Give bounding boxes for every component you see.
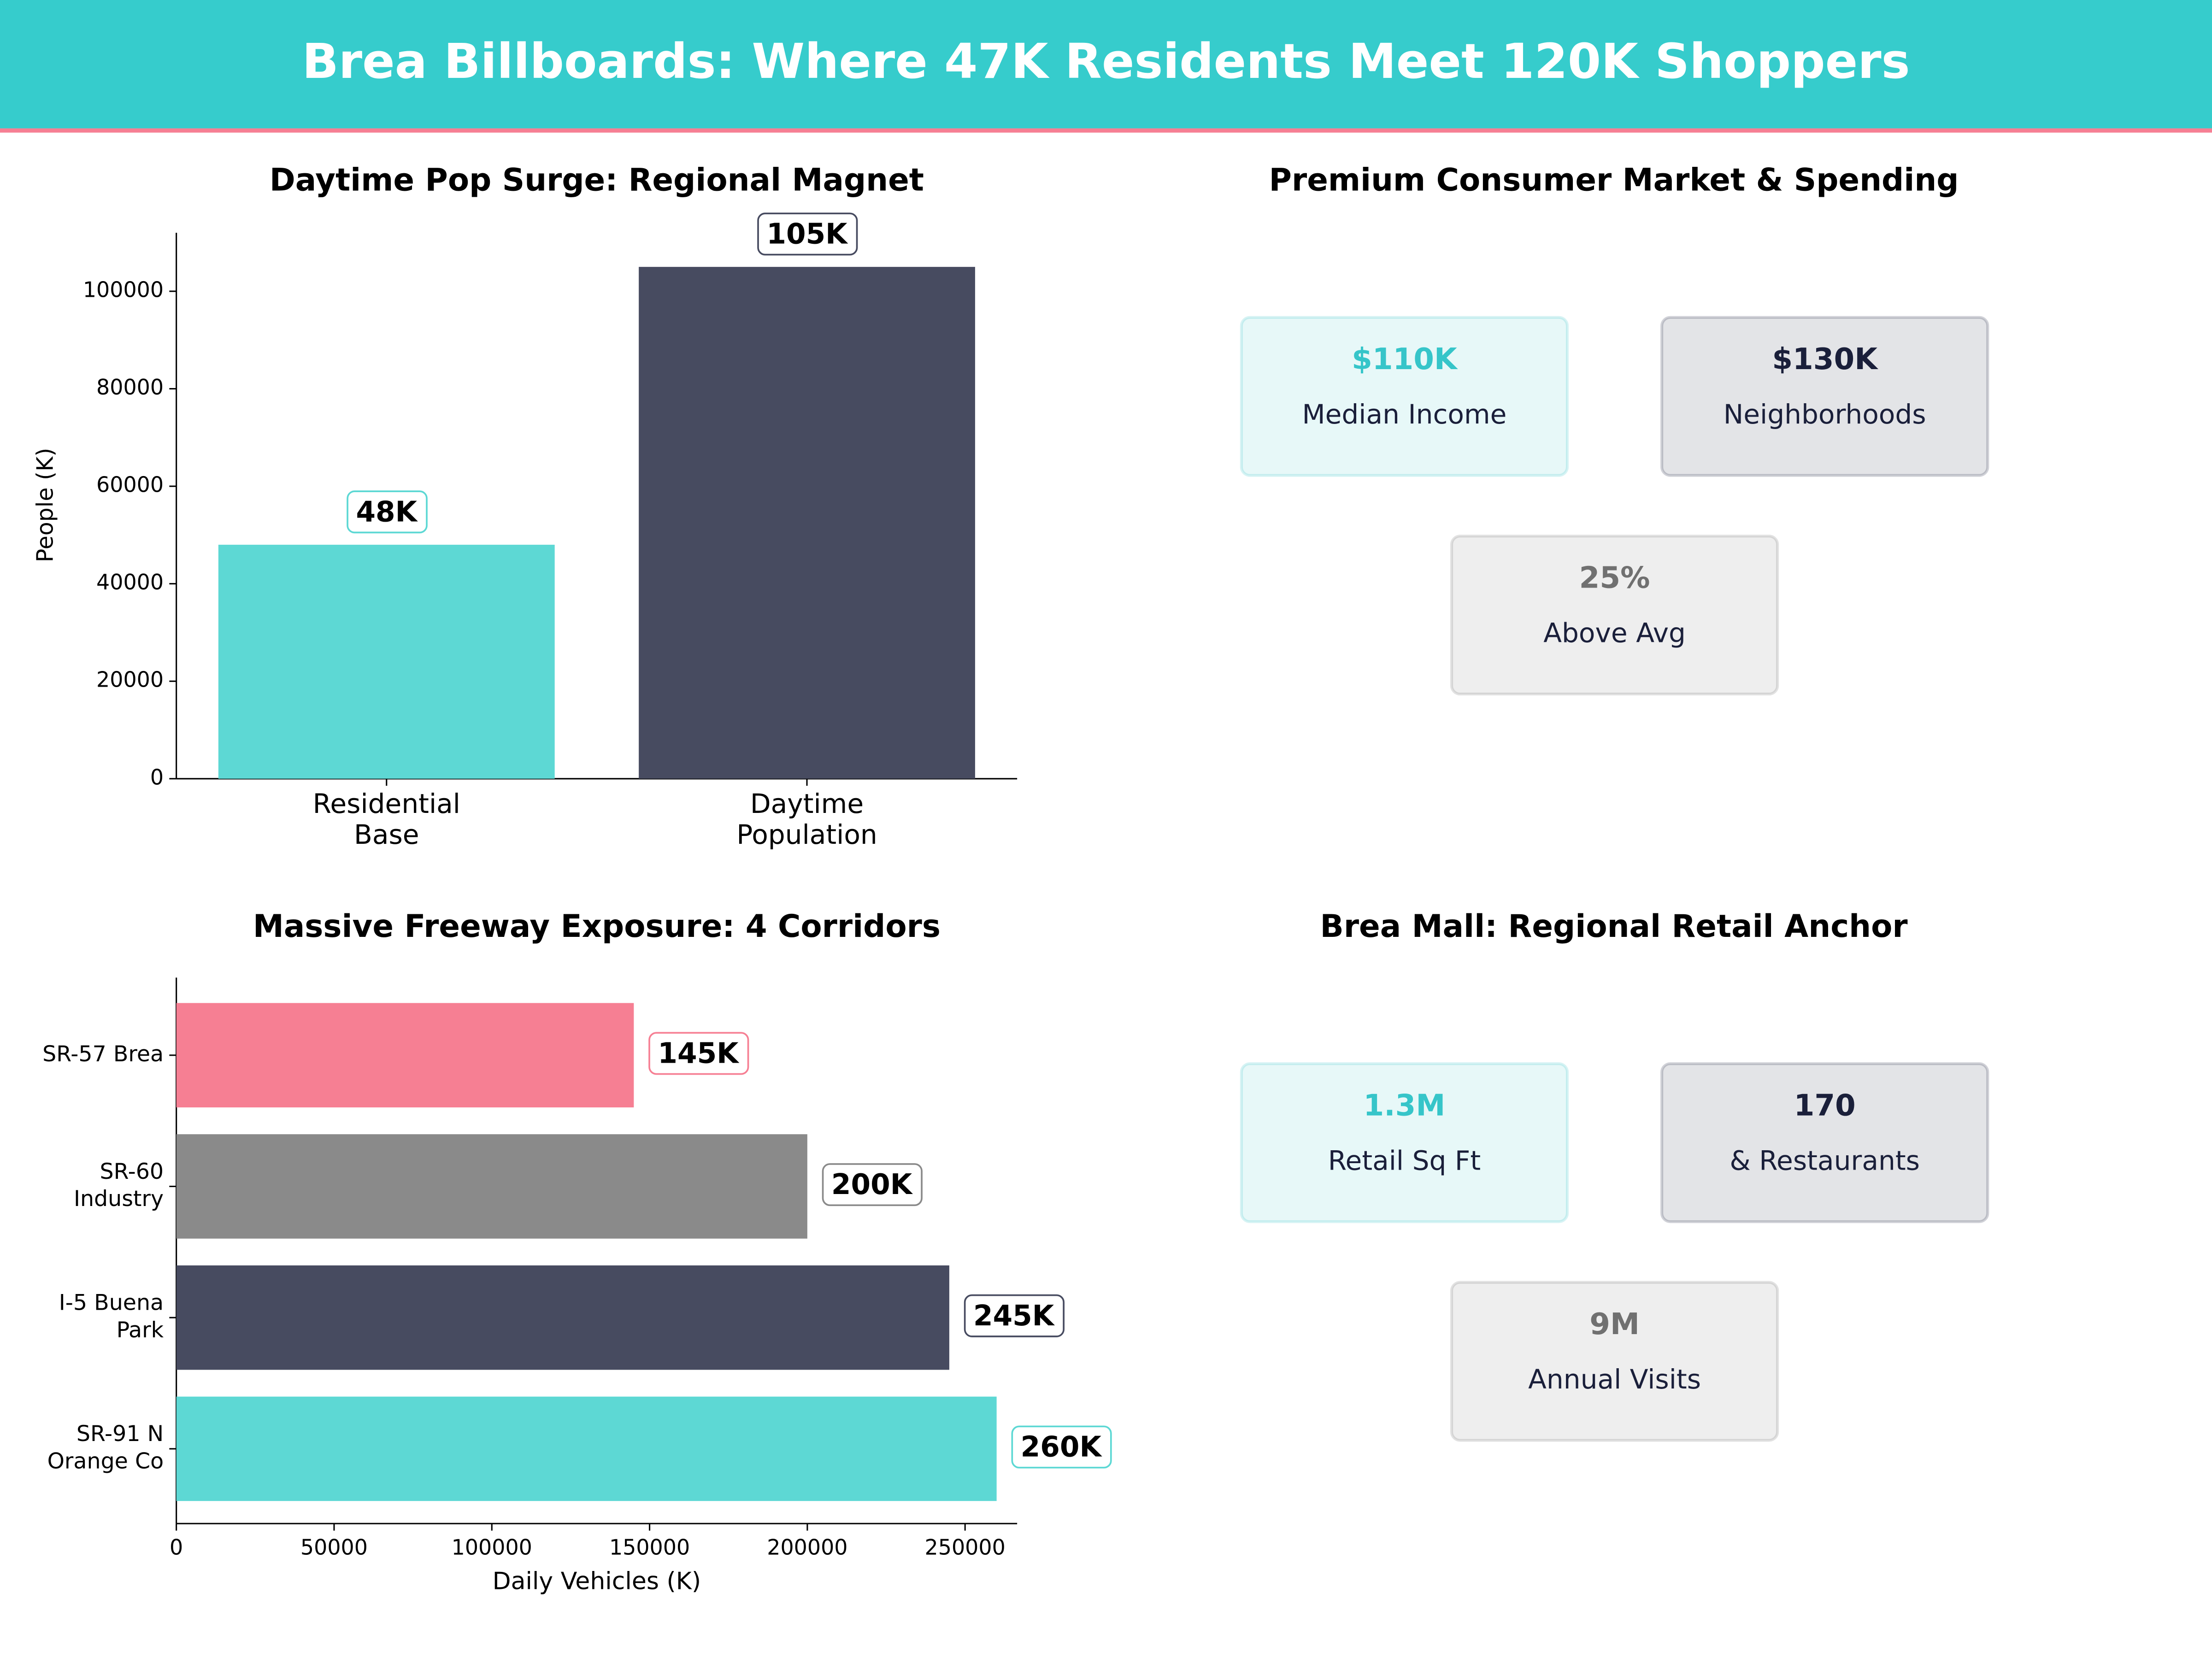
- value-label: 260K: [1021, 1430, 1103, 1463]
- kpi-label: Above Avg: [1543, 618, 1686, 649]
- y-tick-label: 60000: [96, 472, 164, 497]
- page-title: Brea Billboards: Where 47K Residents Mee…: [302, 33, 1910, 89]
- y-tick-label: SR-60 Industry: [74, 1159, 164, 1212]
- kpi-value: 25%: [1579, 561, 1650, 595]
- value-label: 105K: [766, 218, 848, 250]
- kpi-value: 9M: [1589, 1307, 1640, 1341]
- kpi-label: Neighborhoods: [1724, 399, 1926, 430]
- x-tick-label: 250000: [925, 1535, 1006, 1560]
- value-label-box: [1011, 1425, 1112, 1469]
- y-axis-label: People (K): [32, 448, 59, 563]
- value-label-box: [347, 490, 428, 534]
- y-tick-label: 100000: [83, 277, 164, 302]
- value-label-box: [822, 1163, 923, 1206]
- bar: [639, 267, 975, 779]
- bar: [176, 1134, 807, 1239]
- y-tick-label: SR-91 N Orange Co: [47, 1421, 164, 1474]
- y-tick-label: 80000: [96, 375, 164, 400]
- value-label: 200K: [831, 1168, 913, 1201]
- kpi-value: 170: [1794, 1088, 1856, 1123]
- kpi-value: $110K: [1352, 342, 1458, 377]
- kpi-label: Annual Visits: [1528, 1364, 1701, 1395]
- x-axis-label: Daily Vehicles (K): [493, 1568, 701, 1595]
- kpi-card: [1660, 316, 1989, 477]
- value-label-box: [648, 1032, 749, 1075]
- kpi-card: [1240, 316, 1569, 477]
- bar: [176, 1396, 997, 1501]
- kpi-value: 1.3M: [1364, 1088, 1446, 1123]
- x-tick-label: 0: [170, 1535, 183, 1560]
- x-tick-label: 200000: [767, 1535, 847, 1560]
- chart-title: Daytime Pop Surge: Regional Magnet: [270, 161, 924, 198]
- panel-title: Premium Consumer Market & Spending: [1269, 161, 1959, 198]
- y-tick-label: 40000: [96, 570, 164, 594]
- kpi-value: $130K: [1772, 342, 1878, 377]
- x-tick-label: Residential Base: [313, 788, 460, 850]
- kpi-label: Retail Sq Ft: [1328, 1145, 1481, 1177]
- panel-title: Brea Mall: Regional Retail Anchor: [1320, 908, 1908, 944]
- x-tick-label: 100000: [452, 1535, 532, 1560]
- bar: [176, 1265, 949, 1370]
- y-tick-label: I-5 Buena Park: [59, 1290, 164, 1343]
- kpi-label: & Restaurants: [1730, 1145, 1920, 1177]
- bar: [218, 545, 555, 779]
- kpi-card: [1450, 1281, 1779, 1442]
- header-bar: [0, 0, 2212, 129]
- x-tick-label: 150000: [609, 1535, 690, 1560]
- value-label: 48K: [356, 495, 418, 528]
- value-label: 145K: [658, 1037, 740, 1070]
- chart-title: Massive Freeway Exposure: 4 Corridors: [253, 908, 941, 944]
- value-label: 245K: [973, 1300, 1055, 1332]
- x-tick-label: 50000: [300, 1535, 368, 1560]
- kpi-label: Median Income: [1302, 399, 1506, 430]
- y-tick-label: 20000: [96, 667, 164, 692]
- kpi-card: [1450, 535, 1779, 696]
- y-tick-label: 0: [150, 765, 164, 789]
- bar: [176, 1003, 634, 1108]
- value-label-box: [757, 212, 858, 256]
- header-rule: [0, 128, 2212, 133]
- kpi-card: [1660, 1062, 1989, 1224]
- value-label-box: [964, 1294, 1065, 1337]
- x-tick-label: Daytime Population: [736, 788, 877, 850]
- y-tick-label: SR-57 Brea: [42, 1041, 164, 1067]
- kpi-card: [1240, 1062, 1569, 1224]
